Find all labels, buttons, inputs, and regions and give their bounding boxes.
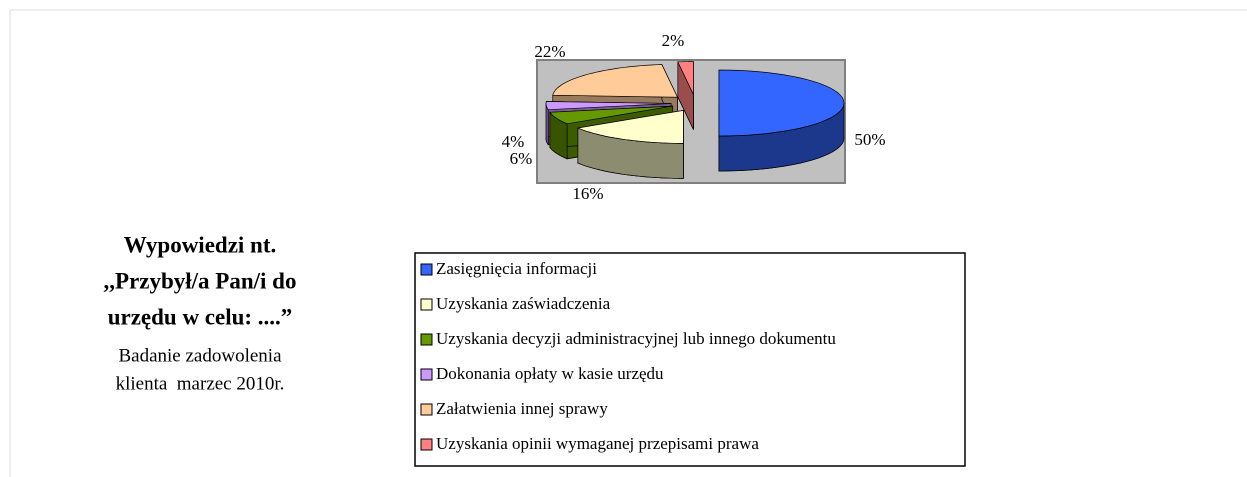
title-line: urzędu w celu: ....” (108, 304, 293, 329)
legend-swatch (420, 263, 433, 276)
data-label: 50% (854, 130, 885, 149)
legend-label: Uzyskania zaświadczenia (436, 294, 611, 313)
data-label: 6% (510, 149, 533, 168)
data-label: 4% (502, 132, 525, 151)
subtitle-line: klienta marzec 2010r. (116, 373, 285, 394)
legend-swatch (420, 438, 433, 451)
legend-swatch (420, 333, 433, 346)
legend (414, 252, 966, 467)
subtitle-line: Badanie zadowolenia (118, 345, 282, 366)
legend-label: Załatwienia innej sprawy (436, 399, 608, 418)
slice (552, 64, 679, 98)
legend-label: Dokonania opłaty w kasie urzędu (436, 364, 664, 383)
legend-label: Uzyskania decyzji administracyjnej lub i… (436, 329, 836, 348)
legend-label: Uzyskania opinii wymaganej przepisami pr… (436, 434, 759, 453)
legend-swatch (420, 368, 433, 381)
title-line: Wypowiedzi nt. (124, 232, 277, 257)
legend-swatch (420, 298, 433, 311)
slice (545, 101, 672, 111)
data-label: 16% (572, 184, 603, 203)
slice (549, 105, 673, 125)
title-line: ,,Przybył/a Pan/i do (104, 268, 297, 293)
slice (718, 69, 845, 137)
legend-swatch (420, 403, 433, 416)
data-label: 22% (534, 42, 565, 61)
slice (677, 61, 694, 95)
legend-label: Zasięgnięcia informacji (436, 259, 597, 278)
slice (576, 109, 684, 144)
data-label: 2% (662, 31, 685, 50)
